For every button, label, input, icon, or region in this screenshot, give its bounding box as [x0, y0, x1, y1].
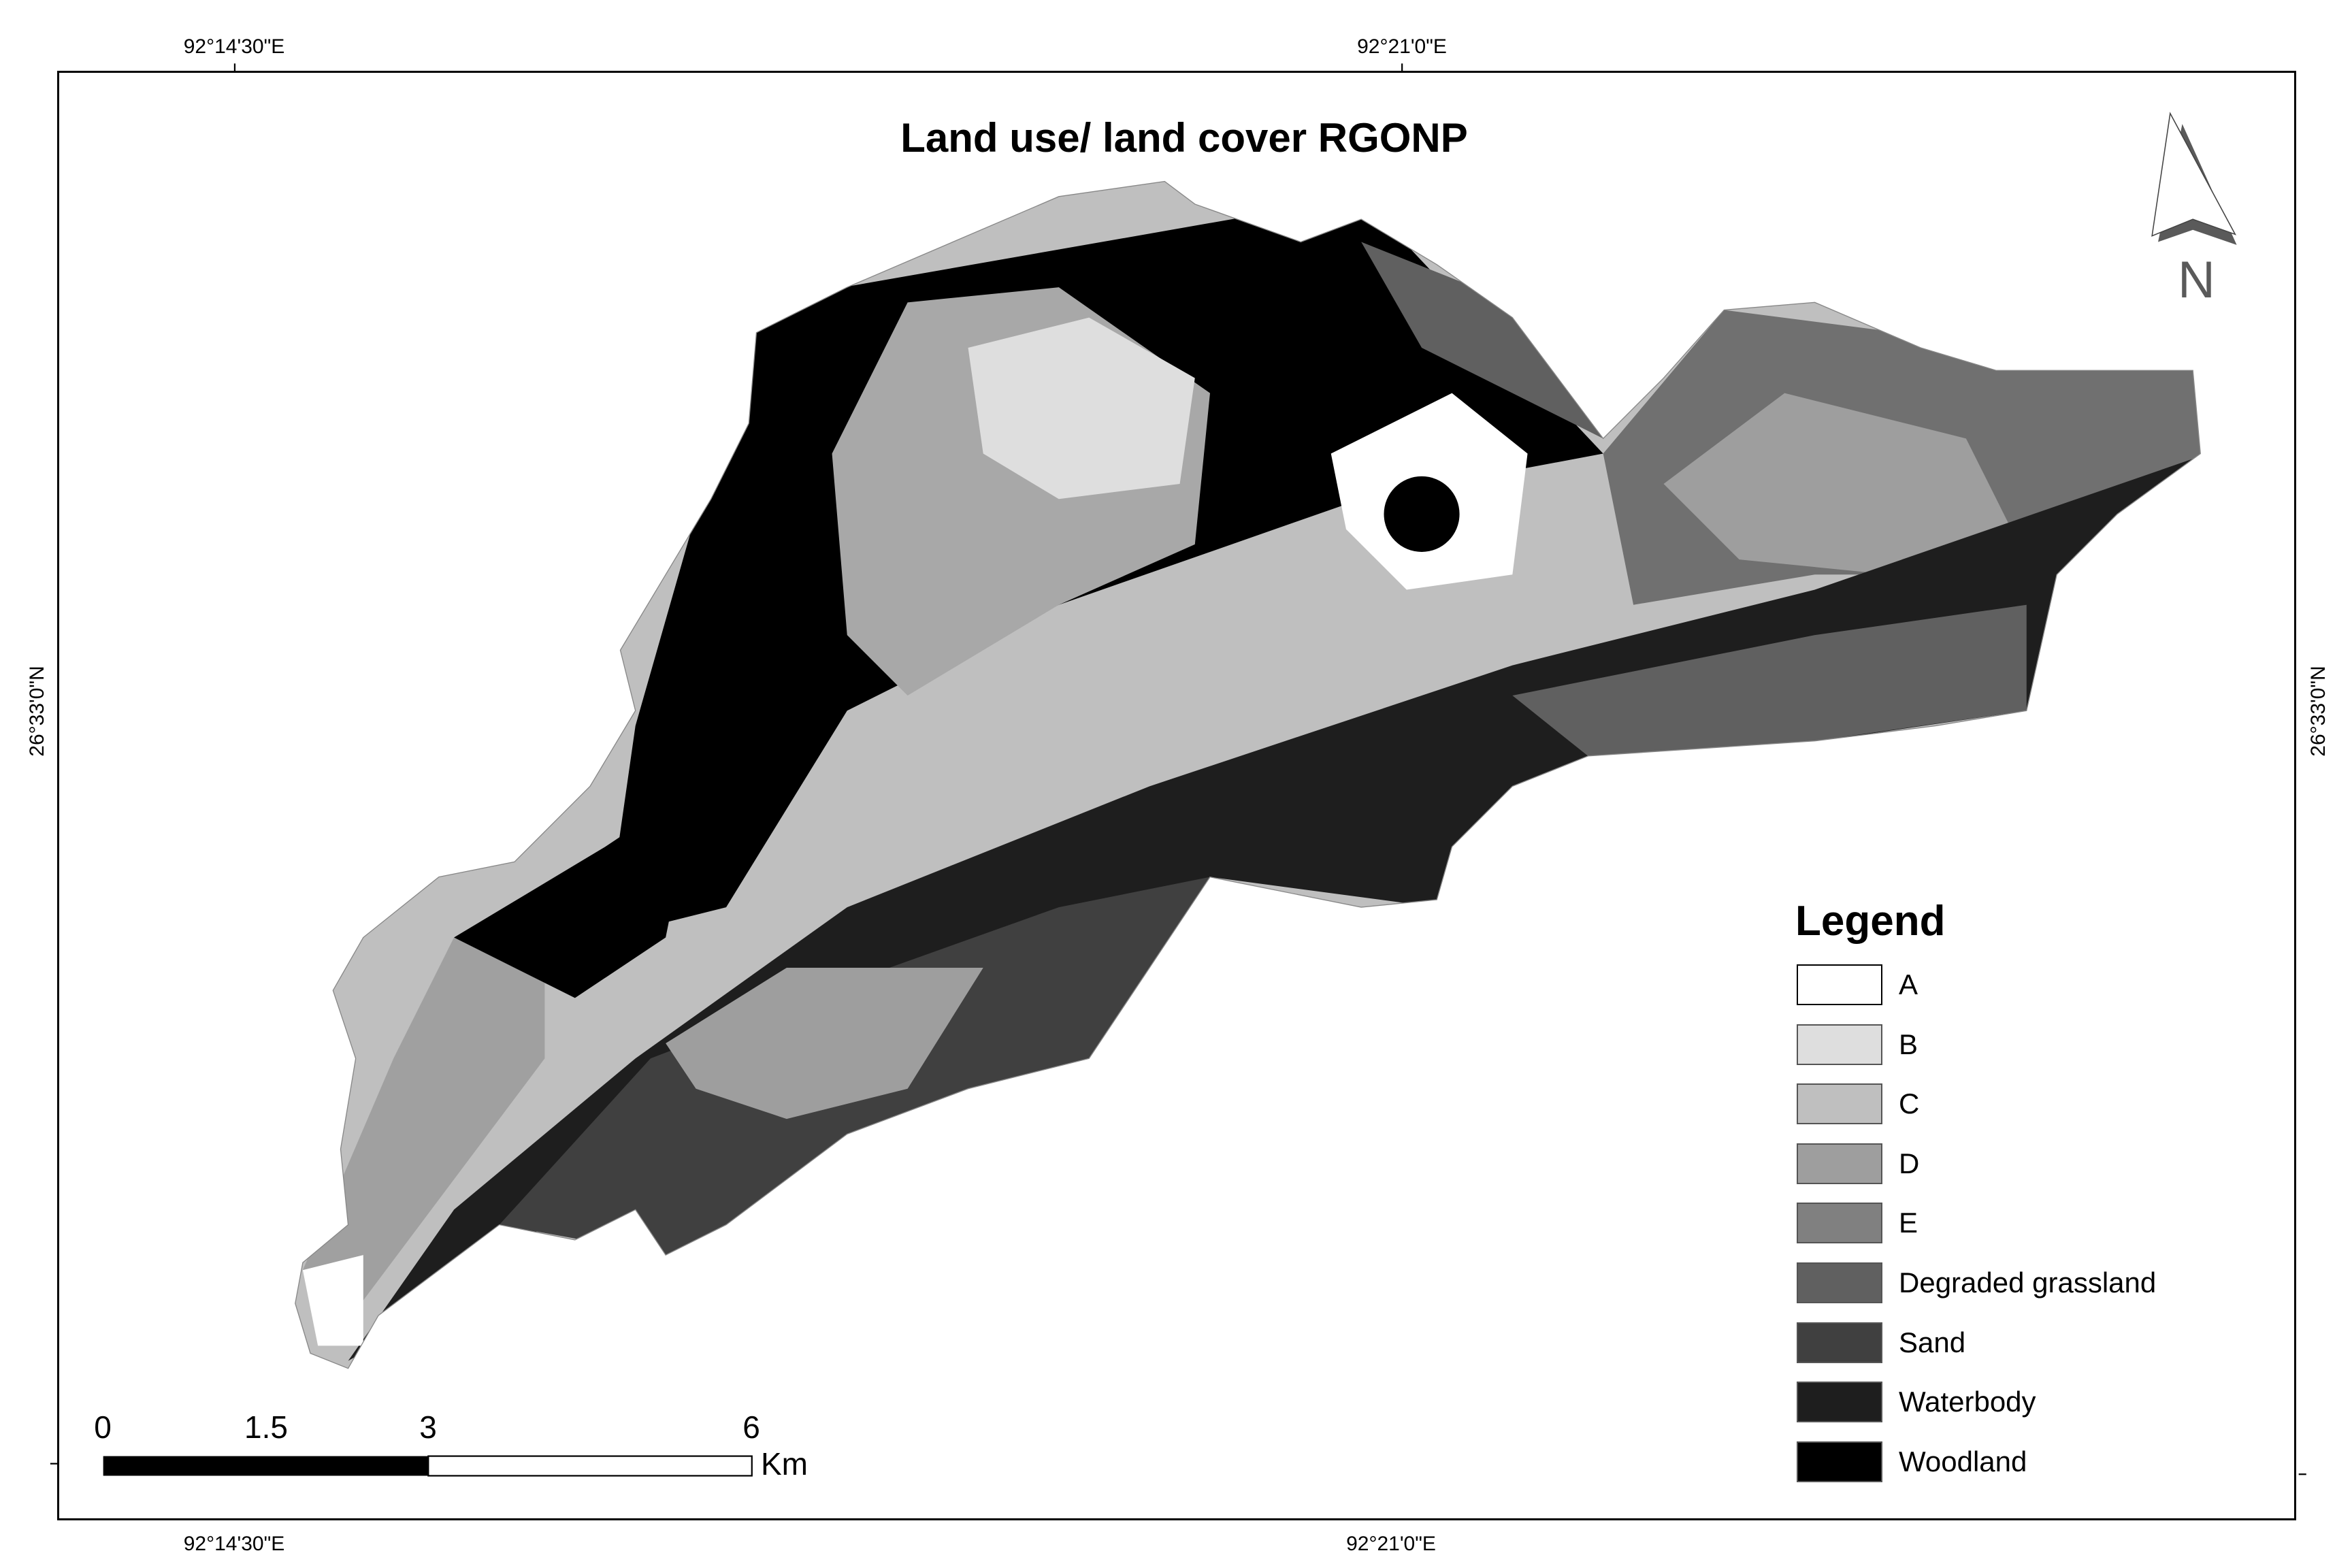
legend-title: Legend: [1795, 898, 1946, 945]
legend-swatch: [1797, 1262, 1882, 1303]
legend-label: A: [1899, 968, 1918, 1000]
legend-label: B: [1899, 1028, 1918, 1060]
coord-right: 26°33'0"N: [2307, 666, 2330, 757]
legend-item: B: [1797, 1024, 1918, 1066]
legend-label: Waterbody: [1899, 1386, 2036, 1418]
scale-unit: Km: [761, 1446, 808, 1482]
woodland-patch: [1384, 476, 1460, 552]
north-arrow-icon: [2151, 112, 2237, 245]
legend-swatch: [1797, 1382, 1882, 1423]
legend-item: Degraded grassland: [1797, 1262, 2156, 1304]
class-a-south: [302, 1255, 363, 1346]
legend-label: Sand: [1899, 1326, 1966, 1358]
legend-label: D: [1899, 1147, 1920, 1179]
scale-label-2: 3: [419, 1409, 437, 1445]
class-b-region: [968, 317, 1195, 500]
north-label: N: [2178, 251, 2215, 309]
coord-bottom-2: 92°21'0"E: [1346, 1533, 1436, 1555]
degraded-grassland-south: [1512, 604, 2027, 756]
woodland-west: [454, 786, 696, 998]
legend-label: Degraded grassland: [1899, 1267, 2157, 1298]
coord-left: 26°33'0"N: [26, 666, 48, 757]
legend-swatch: [1797, 1322, 1882, 1363]
legend-swatch: [1797, 1083, 1882, 1125]
legend-swatch: [1797, 1441, 1882, 1482]
coord-top-1: 92°14'30"E: [183, 35, 285, 58]
legend-swatch: [1797, 1024, 1882, 1065]
legend-item: C: [1797, 1083, 1919, 1125]
class-d-island: [666, 967, 983, 1120]
scale-label-0: 0: [94, 1409, 112, 1445]
legend-swatch: [1797, 1203, 1882, 1244]
scale-bar: [103, 1455, 753, 1477]
park-area: [295, 181, 2201, 1369]
legend-label: Woodland: [1899, 1445, 2027, 1477]
legend-item: Woodland: [1797, 1441, 2027, 1483]
legend-item: Waterbody: [1797, 1381, 2036, 1423]
map-frame: [57, 71, 2296, 1520]
scale-label-1: 1.5: [244, 1409, 288, 1445]
scale-label-3: 6: [742, 1409, 760, 1445]
coord-bottom-1: 92°14'30"E: [183, 1533, 285, 1555]
class-d-west: [302, 907, 545, 1301]
legend-swatch: [1797, 964, 1882, 1005]
park-boundary: [295, 180, 2201, 1369]
legend-item: E: [1797, 1202, 1918, 1244]
legend-item: Sand: [1797, 1322, 1965, 1364]
class-d-east: [1663, 393, 2012, 575]
degraded-grassland-region: [1361, 242, 1603, 439]
map-title: Land use/ land cover RGONP: [900, 115, 1468, 161]
coord-top-2: 92°21'0"E: [1357, 35, 1447, 58]
legend-label: C: [1899, 1088, 1920, 1120]
legend-item: A: [1797, 964, 1918, 1006]
legend-item: D: [1797, 1143, 1919, 1185]
legend-swatch: [1797, 1143, 1882, 1184]
legend-label: E: [1899, 1207, 1918, 1239]
